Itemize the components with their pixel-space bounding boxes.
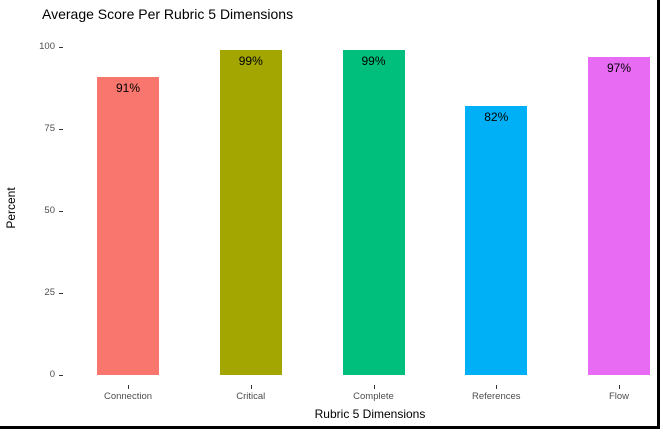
y-tick-mark-0 <box>59 375 63 376</box>
y-tick-label-50: 50 <box>44 205 55 216</box>
y-tick-mark-75 <box>59 129 63 130</box>
y-tick-label-100: 100 <box>39 41 55 52</box>
bar-value-label-complete: 99% <box>361 54 386 69</box>
y-tick-label-0: 0 <box>49 369 55 380</box>
y-tick-mark-50 <box>59 211 63 212</box>
y-tick-mark-100 <box>59 47 63 48</box>
bar-flow <box>588 56 650 375</box>
bar-references <box>465 106 528 375</box>
bar-value-label-connection: 91% <box>115 80 141 95</box>
x-tick-mark-critical <box>250 385 252 389</box>
bar-complete <box>342 50 405 375</box>
x-tick-label-references: References <box>471 391 521 402</box>
x-tick-mark-connection <box>128 385 129 389</box>
bar-value-label-references: 82% <box>484 110 509 125</box>
x-axis-title: Rubric 5 Dimensions <box>314 407 426 421</box>
x-tick-mark-complete <box>373 385 375 389</box>
y-tick-mark-25 <box>59 293 63 294</box>
y-axis-title: Percent <box>4 187 18 229</box>
x-tick-label-flow: Flow <box>608 391 630 402</box>
bar-value-label-flow: 97% <box>606 60 632 75</box>
bar-critical <box>219 50 282 375</box>
bar-value-label-critical: 99% <box>238 54 263 69</box>
x-tick-mark-flow <box>619 385 620 389</box>
y-tick-label-25: 25 <box>44 287 55 298</box>
y-tick-label-75: 75 <box>44 123 55 134</box>
bar-connection <box>97 76 159 375</box>
x-tick-label-connection: Connection <box>103 391 153 402</box>
x-tick-mark-references <box>496 385 498 389</box>
chart-title: Average Score Per Rubric 5 Dimensions <box>42 6 294 22</box>
x-tick-label-critical: Critical <box>236 391 266 402</box>
x-tick-label-complete: Complete <box>353 391 394 402</box>
